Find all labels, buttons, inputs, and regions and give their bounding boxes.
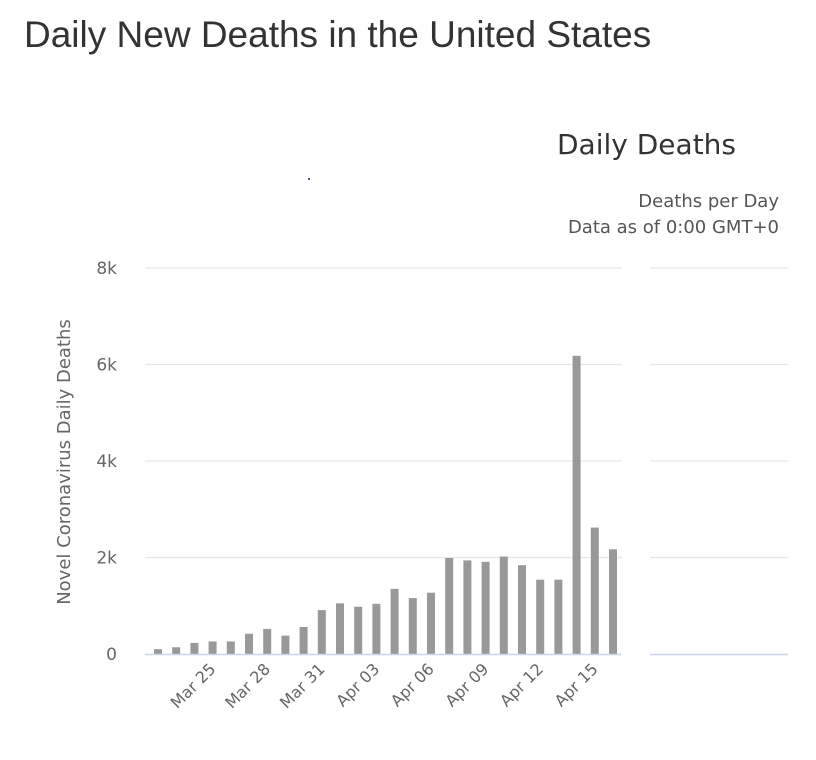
decorative-dot xyxy=(308,178,310,180)
x-tick-label: Apr 09 xyxy=(441,659,492,710)
y-tick-label: 8k xyxy=(96,259,117,279)
subtitle-line-1: Deaths per Day xyxy=(638,191,779,212)
x-tick-label: Apr 03 xyxy=(332,659,383,710)
x-tick-label: Mar 25 xyxy=(167,659,220,712)
y-axis-title: Novel Coronavirus Daily Deaths xyxy=(54,319,75,605)
bar xyxy=(518,565,526,654)
x-tick-label: Apr 15 xyxy=(551,659,602,710)
x-tick-label: Apr 06 xyxy=(387,659,438,710)
page-title: Daily New Deaths in the United States xyxy=(24,14,652,55)
bar xyxy=(263,628,272,654)
bar xyxy=(481,561,490,654)
bar xyxy=(208,641,217,654)
chart-subtitle: Deaths per Day Data as of 0:00 GMT+0 xyxy=(568,189,779,241)
bar xyxy=(499,556,508,654)
bar xyxy=(463,560,472,654)
subtitle-line-2: Data as of 0:00 GMT+0 xyxy=(567,217,779,238)
bar xyxy=(590,527,599,654)
bar xyxy=(427,592,435,654)
bar xyxy=(281,635,290,654)
x-tick-label: Apr 12 xyxy=(496,659,547,710)
x-tick-label: Mar 28 xyxy=(221,659,274,712)
x-tick-label: Mar 31 xyxy=(276,659,329,712)
bar xyxy=(445,557,454,654)
bar xyxy=(245,633,253,654)
bar xyxy=(317,610,326,654)
y-tick-label: 6k xyxy=(96,356,117,376)
bar xyxy=(372,603,381,654)
y-tick-label: 2k xyxy=(96,549,117,569)
bar xyxy=(390,588,399,654)
bars xyxy=(154,355,617,654)
chart-title: Daily Deaths xyxy=(557,128,737,161)
bar xyxy=(408,598,417,654)
bar xyxy=(299,626,308,654)
bar xyxy=(190,642,199,654)
bar xyxy=(572,355,581,654)
y-tick-label: 4k xyxy=(96,452,117,472)
bar xyxy=(154,649,162,654)
bar xyxy=(172,647,181,654)
bar xyxy=(609,549,617,654)
bar xyxy=(554,579,563,654)
bar xyxy=(536,579,545,654)
bar xyxy=(336,603,344,654)
y-tick-label: 0 xyxy=(106,645,117,665)
bar xyxy=(226,641,235,654)
bar xyxy=(354,606,363,654)
grid-lines xyxy=(145,267,788,559)
